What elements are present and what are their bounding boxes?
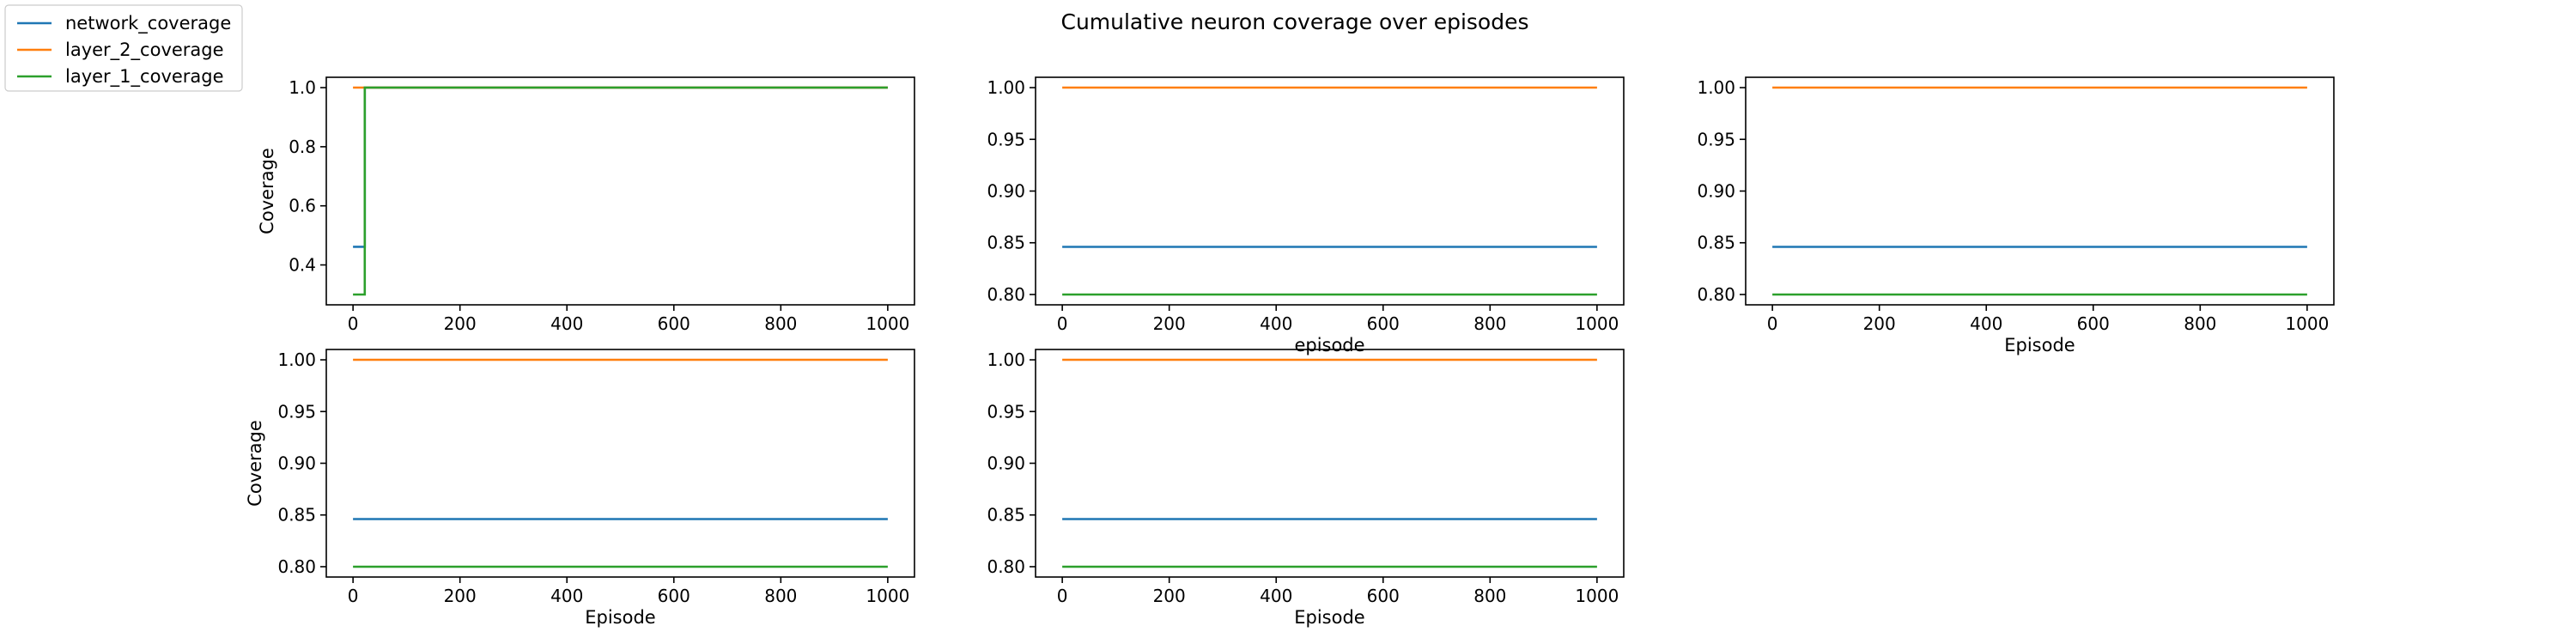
legend-label-layer-2-coverage: layer_2_coverage bbox=[65, 39, 224, 61]
subplot-2-xtick-label: 800 bbox=[1473, 313, 1506, 334]
subplot-3-ytick-label: 0.85 bbox=[1697, 233, 1735, 253]
legend-frame bbox=[4, 4, 243, 92]
subplot-1-axes-frame bbox=[325, 76, 915, 306]
subplot-5-xtick-label: 400 bbox=[1260, 586, 1292, 606]
subplot-1-xtick-label: 400 bbox=[550, 313, 583, 334]
subplot-2-xtick-label: 0 bbox=[1057, 313, 1068, 334]
legend: network_coverage layer_2_coverage layer_… bbox=[4, 4, 243, 92]
subplot-5-xlabel: Episode bbox=[1294, 607, 1364, 628]
subplot-3-ytick-label: 0.95 bbox=[1697, 129, 1735, 149]
subplot-1: 0 200 400 600 800 1000 0.4 0.6 0.8 1.0 Coverage bbox=[257, 76, 915, 334]
subplot-grid: 0 200 400 600 800 1000 0.4 0.6 0.8 1.0 Coverage 0 20… bbox=[245, 76, 2335, 628]
subplot-1-ytick-label: 0.6 bbox=[289, 196, 316, 216]
subplot-4-ytick-label: 0.90 bbox=[277, 453, 316, 474]
subplot-1-ytick-label: 0.4 bbox=[289, 255, 316, 276]
subplot-2: 0 200 400 600 800 1000 0.80 0.85 0.90 0.95 1.00 epi… bbox=[987, 76, 1625, 355]
subplot-5-xtick-label: 0 bbox=[1057, 586, 1068, 606]
subplot-5-ytick-label: 0.95 bbox=[987, 401, 1025, 422]
subplot-5-xtick-label: 1000 bbox=[1575, 586, 1619, 606]
subplot-2-xtick-label: 1000 bbox=[1575, 313, 1619, 334]
subplot-3-xtick-label: 0 bbox=[1767, 313, 1778, 334]
subplot-2-ytick-label: 0.80 bbox=[987, 284, 1025, 305]
legend-label-layer-1-coverage: layer_1_coverage bbox=[65, 66, 224, 88]
subplot-4-ytick-label: 0.95 bbox=[277, 401, 316, 422]
subplot-4-xtick-label: 600 bbox=[658, 586, 690, 606]
subplot-3-xtick-label: 1000 bbox=[2285, 313, 2329, 334]
subplot-2-xtick-label: 200 bbox=[1153, 313, 1186, 334]
subplot-5-xtick-label: 800 bbox=[1473, 586, 1506, 606]
subplot-4: 0 200 400 600 800 1000 0.80 0.85 0.90 0.95 1.00 Epi… bbox=[245, 349, 915, 628]
subplot-4-xtick-label: 0 bbox=[348, 586, 359, 606]
subplot-1-xtick-label: 800 bbox=[764, 313, 797, 334]
subplot-2-ytick-label: 1.00 bbox=[987, 77, 1025, 98]
subplot-3-xtick-label: 800 bbox=[2184, 313, 2216, 334]
subplot-4-xlabel: Episode bbox=[585, 607, 655, 628]
subplot-5: 0 200 400 600 800 1000 0.80 0.85 0.90 0.95 1.00 Epi… bbox=[987, 349, 1625, 628]
subplot-5-ytick-label: 0.85 bbox=[987, 505, 1025, 526]
subplot-5-ytick-label: 0.90 bbox=[987, 453, 1025, 474]
subplot-3-ytick-label: 0.80 bbox=[1697, 284, 1735, 305]
figure-title: Cumulative neuron coverage over episodes bbox=[1060, 9, 1528, 34]
subplot-4-xtick-label: 200 bbox=[444, 586, 477, 606]
subplot-3: 0 200 400 600 800 1000 0.80 0.85 0.90 0.95 1.00 Epi… bbox=[1697, 76, 2335, 355]
subplot-3-xlabel: Episode bbox=[2004, 335, 2075, 355]
subplot-2-xtick-label: 600 bbox=[1367, 313, 1400, 334]
subplot-5-xtick-label: 600 bbox=[1367, 586, 1400, 606]
subplot-1-xtick-label: 600 bbox=[658, 313, 690, 334]
subplot-1-series-layer-1-coverage bbox=[353, 86, 888, 296]
subplot-1-ytick-label: 1.0 bbox=[289, 77, 316, 98]
subplot-5-xtick-label: 200 bbox=[1153, 586, 1186, 606]
subplot-3-ytick-label: 1.00 bbox=[1697, 77, 1735, 98]
subplot-1-xtick-label: 200 bbox=[444, 313, 477, 334]
subplot-3-ytick-label: 0.90 bbox=[1697, 181, 1735, 202]
subplot-1-ylabel: Coverage bbox=[257, 148, 277, 234]
subplot-4-ylabel: Coverage bbox=[245, 420, 265, 507]
subplot-4-ytick-label: 1.00 bbox=[277, 349, 316, 370]
subplot-4-ytick-label: 0.80 bbox=[277, 556, 316, 577]
subplot-2-xtick-label: 400 bbox=[1260, 313, 1292, 334]
subplot-2-xlabel: episode bbox=[1294, 335, 1364, 355]
subplot-4-ytick-label: 0.85 bbox=[277, 505, 316, 526]
subplot-2-ytick-label: 0.90 bbox=[987, 181, 1025, 202]
subplot-4-xtick-label: 1000 bbox=[866, 586, 909, 606]
subplot-5-ytick-label: 1.00 bbox=[987, 349, 1025, 370]
legend-label-network-coverage: network_coverage bbox=[65, 13, 231, 34]
subplot-2-ytick-label: 0.85 bbox=[987, 233, 1025, 253]
subplot-3-xtick-label: 200 bbox=[1863, 313, 1896, 334]
subplot-3-xtick-label: 600 bbox=[2077, 313, 2110, 334]
subplot-2-ytick-label: 0.95 bbox=[987, 129, 1025, 149]
subplot-3-xtick-label: 400 bbox=[1970, 313, 2002, 334]
subplot-4-xtick-label: 400 bbox=[550, 586, 583, 606]
subplot-1-xtick-label: 0 bbox=[348, 313, 359, 334]
subplot-4-xtick-label: 800 bbox=[764, 586, 797, 606]
subplot-5-ytick-label: 0.80 bbox=[987, 556, 1025, 577]
subplot-1-xtick-label: 1000 bbox=[866, 313, 909, 334]
subplot-1-ytick-label: 0.8 bbox=[289, 137, 316, 157]
